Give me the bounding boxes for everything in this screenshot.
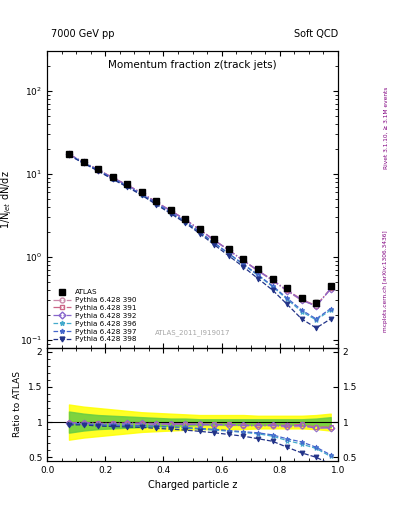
X-axis label: Charged particle z: Charged particle z: [148, 480, 237, 490]
Text: Rivet 3.1.10, ≥ 3.1M events: Rivet 3.1.10, ≥ 3.1M events: [383, 87, 388, 169]
Text: Momentum fraction z(track jets): Momentum fraction z(track jets): [108, 60, 277, 70]
Text: ATLAS_2011_I919017: ATLAS_2011_I919017: [155, 330, 230, 336]
Y-axis label: 1/N$_{jet}$ dN/dz: 1/N$_{jet}$ dN/dz: [0, 170, 15, 229]
Text: 7000 GeV pp: 7000 GeV pp: [51, 29, 115, 39]
Text: Soft QCD: Soft QCD: [294, 29, 338, 39]
Legend: ATLAS, Pythia 6.428 390, Pythia 6.428 391, Pythia 6.428 392, Pythia 6.428 396, P: ATLAS, Pythia 6.428 390, Pythia 6.428 39…: [51, 287, 138, 345]
Y-axis label: Ratio to ATLAS: Ratio to ATLAS: [13, 372, 22, 437]
Text: mcplots.cern.ch [arXiv:1306.3436]: mcplots.cern.ch [arXiv:1306.3436]: [383, 231, 388, 332]
